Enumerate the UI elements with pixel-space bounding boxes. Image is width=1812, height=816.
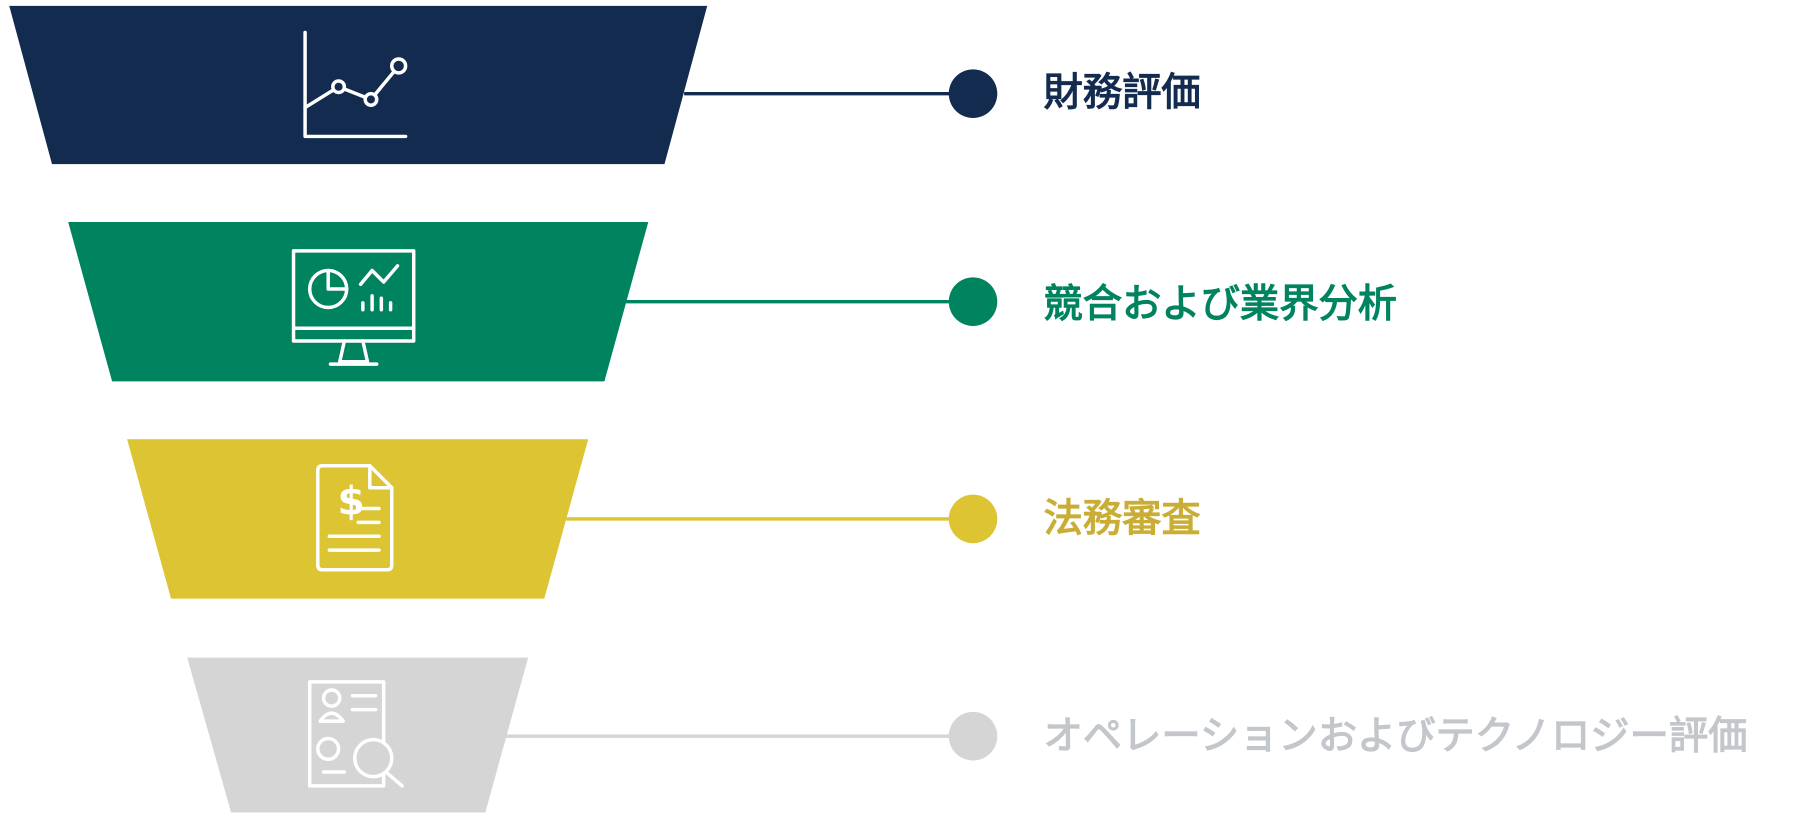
funnel-layer [68, 221, 649, 382]
marker [948, 494, 998, 544]
stage-label: 財務評価 [1044, 70, 1201, 115]
stage: 財務評価 [9, 5, 1201, 165]
chart-icon [303, 30, 408, 139]
stage-label: 法務審査 [1044, 497, 1202, 542]
marker [948, 277, 998, 326]
marker [948, 69, 998, 118]
stage: オペレーションおよびテクノロジー評価 [187, 657, 1748, 813]
report-search-icon [307, 680, 404, 788]
funnel-layer [9, 5, 708, 165]
monitor-icon [291, 249, 416, 366]
funnel-layer [187, 657, 529, 813]
stage-label: 競合および業界分析 [1044, 282, 1398, 327]
stage-label: オペレーションおよびテクノロジー評価 [1044, 714, 1748, 759]
document-icon: $ [316, 464, 394, 572]
funnel-layer [127, 439, 589, 599]
marker [948, 711, 998, 761]
dollar-glyph: $ [337, 479, 364, 524]
stage: $ 法務審査 [127, 439, 1202, 599]
stage: 競合および業界分析 [68, 221, 1398, 382]
